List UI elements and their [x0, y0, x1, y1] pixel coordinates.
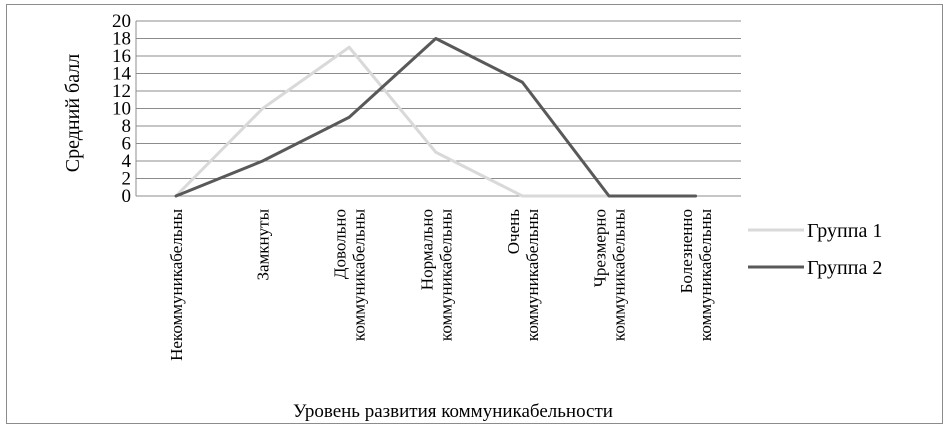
y-tick-label: 14	[112, 64, 132, 85]
legend-label: Группа 1	[807, 220, 882, 242]
x-tick-label-line: Очень	[504, 209, 523, 254]
legend: Группа 1 Группа 2	[748, 220, 882, 279]
y-tick-label: 16	[112, 46, 131, 67]
x-tick-label: Болезненно коммуникабельны	[677, 208, 715, 341]
x-axis-label: Уровень развития коммуникабельности	[293, 401, 613, 422]
legend-label: Группа 2	[807, 257, 882, 279]
series-lines	[174, 37, 698, 198]
x-tick-label: Нормально коммуникабельны	[417, 208, 455, 341]
y-tick-label: 20	[112, 11, 131, 32]
x-tick-label: Чрезмерно коммуникабельны	[591, 208, 629, 341]
x-tick-label-line: Болезненно	[677, 209, 696, 293]
y-tick-label: 2	[122, 169, 132, 190]
y-tick-label: 8	[122, 116, 132, 137]
y-axis-label: Средний балл	[62, 54, 84, 172]
x-tick-label-line: коммуникабельны	[610, 208, 629, 341]
y-tick-label: 10	[112, 99, 131, 120]
x-tick-label-line: Чрезмерно	[591, 209, 610, 287]
series-line-1	[174, 45, 698, 198]
y-tick-label: 6	[122, 134, 132, 155]
series-line-2	[174, 37, 698, 198]
chart-frame: 0 2 4 6 8 10 12 14 16 18 20 Некоммуникабельны Замкн…	[6, 4, 943, 424]
y-tick-label: 4	[122, 151, 132, 172]
x-tick-label: Довольно коммуникабельны	[331, 208, 369, 341]
x-tick-label-line: Довольно	[331, 209, 350, 279]
x-tick-label-line: Замкнуты	[254, 208, 273, 280]
x-tick-label-line: коммуникабельны	[436, 208, 455, 341]
x-tick-labels: Некоммуникабельны Замкнуты Довольно коммуни…	[167, 208, 715, 360]
x-tick-label: Некоммуникабельны	[167, 208, 186, 360]
x-tick-label-line: коммуникабельны	[523, 208, 542, 341]
x-tick-label-line: Некоммуникабельны	[167, 208, 186, 360]
x-tick-label-line: коммуникабельны	[350, 208, 369, 341]
x-tick-label-line: Нормально	[417, 209, 436, 290]
x-tick-label-line: коммуникабельны	[696, 208, 715, 341]
y-tick-label: 18	[112, 29, 131, 50]
x-tick-label: Очень коммуникабельны	[504, 208, 542, 341]
x-tick-label: Замкнуты	[254, 208, 273, 280]
y-tick-label: 12	[112, 81, 131, 102]
y-tick-label: 0	[122, 186, 132, 207]
